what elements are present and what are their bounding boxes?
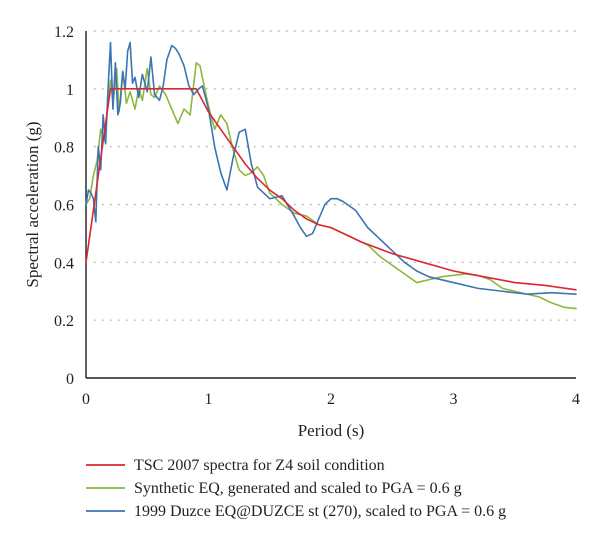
y-tick-label: 1.2 [54, 24, 74, 41]
y-tick-label: 0.4 [54, 255, 74, 272]
series-line-3 [85, 41, 577, 295]
data-series [85, 41, 577, 310]
y-axis-title: Spectral acceleration (g) [23, 121, 42, 287]
tick-labels: 0 0.2 0.4 0.6 0.8 1 1.2 0 1 2 3 4 [54, 24, 580, 408]
y-tick-label: 0.6 [54, 198, 74, 215]
grid-lines [94, 30, 576, 321]
x-tick-label: 1 [205, 391, 213, 408]
y-tick-label: 1 [66, 82, 74, 99]
x-tick-label: 0 [82, 391, 90, 408]
x-tick-label: 3 [450, 391, 458, 408]
x-tick-label: 4 [572, 391, 580, 408]
legend-label: 1999 Duzce EQ@DUZCE st (270), scaled to … [134, 503, 506, 520]
y-tick-label: 0 [66, 371, 74, 388]
legend-label: TSC 2007 spectra for Z4 soil condition [134, 457, 385, 474]
series-line-1 [85, 88, 577, 291]
y-tick-label: 0.8 [54, 140, 74, 157]
legend-label: Synthetic EQ, generated and scaled to PG… [134, 480, 462, 497]
x-axis-title: Period (s) [298, 421, 365, 440]
y-tick-label: 0.2 [54, 313, 74, 330]
x-tick-label: 2 [327, 391, 335, 408]
legend: TSC 2007 spectra for Z4 soil condition Sy… [86, 457, 506, 520]
